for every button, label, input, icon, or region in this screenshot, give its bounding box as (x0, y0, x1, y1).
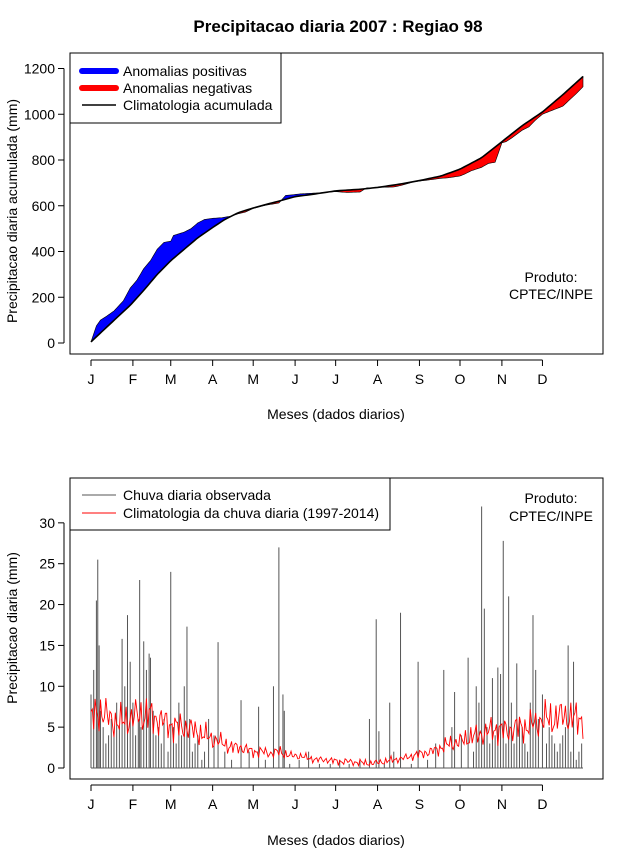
daily-x-tick-label: J (88, 796, 95, 812)
negative-anomaly-area-5 (377, 75, 584, 188)
cumulative-x-tick-label: O (455, 371, 466, 387)
cumulative-x-tick-label: F (129, 371, 138, 387)
daily-ylabel: Precipitacao diaria (mm) (4, 552, 20, 704)
cumulative-y-tick-label: 1200 (24, 61, 55, 77)
daily-x-tick-label: N (497, 796, 507, 812)
cumulative-x-tick-label: S (415, 371, 424, 387)
daily-x-tick-label: J (292, 796, 299, 812)
daily-legend-box (69, 477, 391, 531)
daily-y-tick-label: 10 (39, 678, 55, 694)
daily-x-tick-label: M (247, 796, 259, 812)
daily-x-tick-label: F (129, 796, 138, 812)
cumulative-annotation-line1: Produto: (525, 269, 578, 285)
climatology-cumulative-line (90, 75, 584, 343)
legend-label-daily-climatology: Climatologia da chuva diaria (1997-2014) (123, 505, 379, 521)
daily-x-tick-label: A (208, 796, 218, 812)
daily-x-tick-label: J (332, 796, 339, 812)
daily-x-tick-label: S (415, 796, 424, 812)
daily-annotation-line2: CPTEC/INPE (509, 508, 593, 524)
cumulative-y-tick-label: 400 (32, 244, 56, 260)
daily-y-tick-label: 30 (39, 515, 55, 531)
cumulative-y-tick-label: 0 (47, 335, 55, 351)
cumulative-ylabel: Precipitacao diaria acumulada (mm) (4, 99, 20, 323)
daily-x-tick-label: O (455, 796, 466, 812)
cumulative-x-tick-label: J (88, 371, 95, 387)
legend-label-negative: Anomalias negativas (123, 80, 252, 96)
daily-x-tick-label: D (537, 796, 547, 812)
cumulative-x-tick-label: M (247, 371, 259, 387)
daily-y-tick-label: 5 (47, 719, 55, 735)
cumulative-x-tick-label: D (537, 371, 547, 387)
cumulative-y-tick-label: 600 (32, 198, 56, 214)
daily-annotation-line1: Produto: (525, 490, 578, 506)
cumulative-x-tick-label: J (292, 371, 299, 387)
cumulative-xlabel: Meses (dados diarios) (267, 406, 405, 422)
cumulative-x-tick-label: N (497, 371, 507, 387)
daily-climatology-line (90, 697, 584, 768)
chart-title: Precipitacao diaria 2007 : Regiao 98 (193, 17, 482, 36)
daily-y-tick-label: 25 (39, 556, 55, 572)
cumulative-plot-frame (69, 52, 604, 355)
daily-legend: Chuva diaria observada Climatologia da c… (69, 477, 391, 531)
daily-xlabel: Meses (dados diarios) (267, 832, 405, 848)
cumulative-y-tick-label: 1000 (24, 106, 55, 122)
cumulative-legend: Anomalias positivas Anomalias negativas … (69, 52, 282, 124)
cumulative-x-tick-label: M (165, 371, 177, 387)
daily-y-tick-label: 20 (39, 597, 55, 613)
legend-label-observed: Chuva diaria observada (123, 487, 271, 503)
daily-x-tick-label: M (165, 796, 177, 812)
cumulative-y-tick-label: 200 (32, 289, 56, 305)
cumulative-plot-area (90, 75, 584, 343)
cumulative-y-tick-label: 800 (32, 152, 56, 168)
daily-x-tick-label: A (373, 796, 383, 812)
cumulative-annotation-line2: CPTEC/INPE (509, 286, 593, 302)
cumulative-x-tick-label: A (373, 371, 383, 387)
cumulative-x-tick-label: J (332, 371, 339, 387)
legend-label-positive: Anomalias positivas (123, 63, 247, 79)
cumulative-axes: 0 200 400 600 800 1000 1200 J F M A M J J A S O N D (24, 61, 548, 388)
cumulative-x-tick-label: A (208, 371, 218, 387)
daily-plot-area (90, 506, 584, 769)
daily-y-tick-label: 15 (39, 637, 55, 653)
legend-label-climatology: Climatologia acumulada (123, 97, 273, 113)
daily-y-tick-label: 0 (47, 760, 55, 776)
daily-axes: 0 5 10 15 20 25 30 J F M A M J J A S O N D (39, 515, 547, 812)
